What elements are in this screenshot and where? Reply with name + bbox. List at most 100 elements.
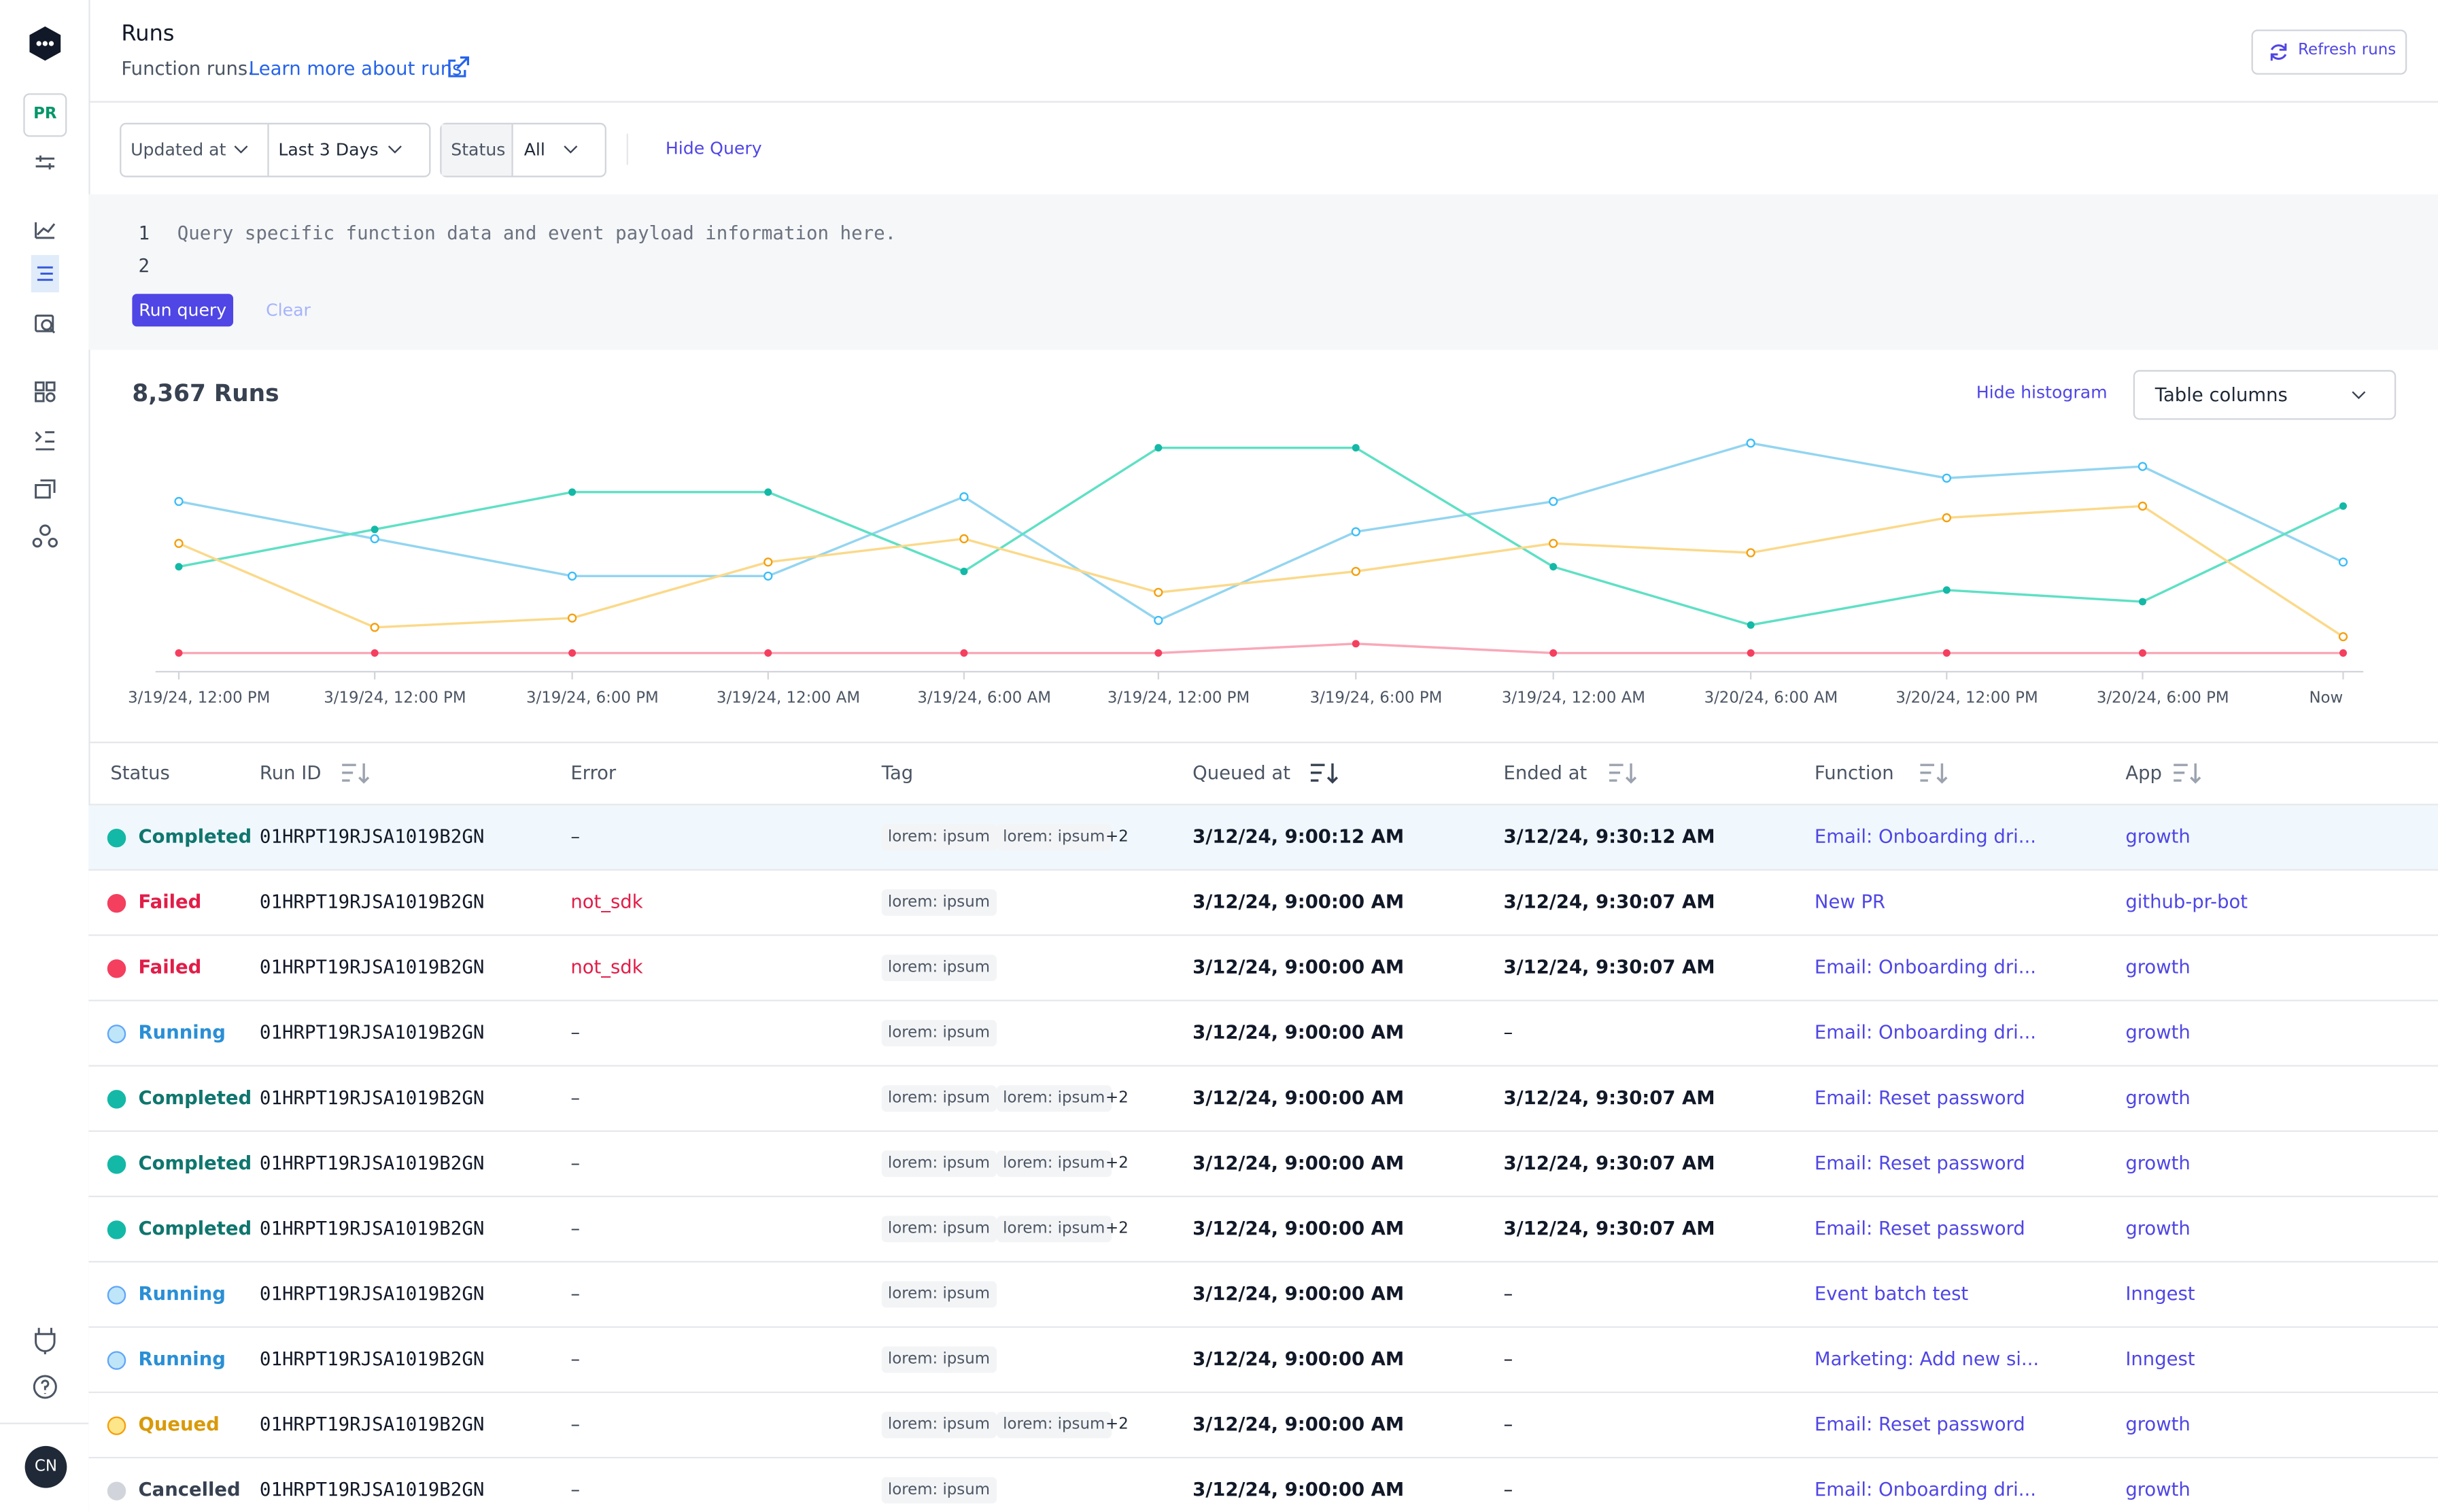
status: Failed xyxy=(138,891,202,913)
hide-query[interactable]: Hide Query xyxy=(665,138,762,159)
series-point xyxy=(1747,621,1755,629)
series-point xyxy=(2137,501,2148,511)
x-tick-label: 3/19/24, 12:00 PM xyxy=(1108,689,1250,707)
function[interactable]: Email: Reset password xyxy=(1814,1217,2025,1239)
table-row[interactable]: Queued 01HRPT19RJSA1019B2GN – lorem: ipsum l… xyxy=(88,1393,2438,1459)
queued-at: 3/12/24, 9:00:00 AM xyxy=(1192,1478,1405,1500)
sort-icon[interactable] xyxy=(2172,760,2203,785)
hide-histogram[interactable]: Hide histogram xyxy=(1976,382,2108,403)
x-tick-label: 3/19/24, 6:00 PM xyxy=(526,689,659,707)
ended-at: 3/12/24, 9:30:07 AM xyxy=(1503,1086,1715,1109)
x-tick-label: 3/19/24, 12:00 AM xyxy=(717,689,860,707)
sort-glyph xyxy=(2174,763,2201,784)
docs-link[interactable]: Learn more about runs xyxy=(248,57,462,80)
app[interactable]: github-pr-bot xyxy=(2125,891,2248,913)
series-point xyxy=(959,534,969,544)
function[interactable]: Marketing: Add new si... xyxy=(1814,1347,2040,1370)
app[interactable]: growth xyxy=(2125,1478,2191,1500)
tag: lorem: ipsum xyxy=(881,1020,997,1047)
error: – xyxy=(570,1413,581,1435)
sort-icon[interactable] xyxy=(1919,760,1951,785)
series-point xyxy=(959,492,969,502)
app[interactable]: Inngest xyxy=(2125,1282,2195,1305)
app[interactable]: growth xyxy=(2125,1413,2191,1435)
function[interactable]: New PR xyxy=(1814,891,1886,913)
status-label: Status xyxy=(451,139,506,160)
sort-icon[interactable] xyxy=(1309,760,1340,785)
run-query-button[interactable]: Run query xyxy=(132,294,234,327)
function[interactable]: Email: Onboarding dri... xyxy=(1814,1478,2036,1500)
series-point xyxy=(175,649,183,657)
table-row[interactable]: Completed 01HRPT19RJSA1019B2GN – lorem: ips… xyxy=(88,805,2438,871)
error: – xyxy=(570,1021,581,1044)
series-point xyxy=(763,571,773,581)
app[interactable]: growth xyxy=(2125,1152,2191,1174)
app[interactable]: growth xyxy=(2125,1021,2191,1044)
sort-icon[interactable] xyxy=(1608,760,1639,785)
status: Completed xyxy=(138,825,252,848)
function[interactable]: Email: Onboarding dri... xyxy=(1814,956,2036,978)
tag: lorem: ipsum xyxy=(881,1085,997,1112)
error: – xyxy=(570,1086,581,1109)
table-row[interactable]: Running 01HRPT19RJSA1019B2GN – lorem: ipsum… xyxy=(88,1001,2438,1067)
app[interactable]: growth xyxy=(2125,1217,2191,1239)
function[interactable]: Email: Onboarding dri... xyxy=(1814,1021,2036,1044)
app[interactable]: growth xyxy=(2125,825,2191,848)
series-point xyxy=(2137,462,2148,471)
user-avatar[interactable]: CN xyxy=(24,1445,67,1488)
clear-button[interactable]: Clear xyxy=(266,300,311,321)
column-header: Error xyxy=(570,761,617,784)
table-row[interactable]: Completed 01HRPT19RJSA1019B2GN – lorem: ips… xyxy=(88,1066,2438,1132)
table-row[interactable]: Running 01HRPT19RJSA1019B2GN – lorem: ipsum… xyxy=(88,1328,2438,1394)
series-point xyxy=(1154,444,1163,452)
series-point xyxy=(567,613,577,623)
table-columns-select[interactable]: Table columns xyxy=(2133,370,2397,420)
status-dot xyxy=(107,1155,126,1174)
time-filter[interactable]: Updated at Last 3 Days xyxy=(120,122,431,177)
refresh-button[interactable]: Refresh runs xyxy=(2251,29,2407,75)
external-icon xyxy=(448,56,469,78)
tag: lorem: ipsum xyxy=(881,824,997,850)
chevron xyxy=(388,145,402,154)
app[interactable]: growth xyxy=(2125,956,2191,978)
series-point xyxy=(1549,538,1558,548)
sort-icon[interactable] xyxy=(341,760,373,785)
nav-icons[interactable] xyxy=(31,150,59,554)
series-point xyxy=(175,563,183,571)
app[interactable]: growth xyxy=(2125,1086,2191,1109)
status-dot xyxy=(107,1416,126,1435)
function[interactable]: Event batch test xyxy=(1814,1282,1969,1305)
series-point xyxy=(2339,649,2347,657)
project-badge[interactable]: PR xyxy=(23,93,67,137)
series-point xyxy=(2338,632,2348,642)
table-row[interactable]: Running 01HRPT19RJSA1019B2GN – lorem: ipsum… xyxy=(88,1262,2438,1328)
table-row[interactable]: Failed 01HRPT19RJSA1019B2GN not_sdk lorem: … xyxy=(88,870,2438,936)
series-point xyxy=(960,567,968,575)
app[interactable]: Inngest xyxy=(2125,1347,2195,1370)
tag-more: +2 xyxy=(1105,1155,1129,1173)
function[interactable]: Email: Reset password xyxy=(1814,1152,2025,1174)
series-point xyxy=(1549,496,1558,506)
series-point xyxy=(2138,598,2146,606)
function[interactable]: Email: Onboarding dri... xyxy=(1814,825,2036,848)
query-editor[interactable] xyxy=(88,194,2438,350)
ended-at: – xyxy=(1503,1347,1513,1370)
series-point xyxy=(763,557,773,567)
series-point xyxy=(567,571,577,581)
status-dot xyxy=(107,894,126,913)
error: not_sdk xyxy=(570,891,643,913)
series-point xyxy=(174,496,184,506)
tag: lorem: ipsum xyxy=(881,955,997,982)
function[interactable]: Email: Reset password xyxy=(1814,1086,2025,1109)
x-tick-label: Now xyxy=(2309,689,2343,707)
header-divider xyxy=(88,101,2438,103)
table-row[interactable]: Failed 01HRPT19RJSA1019B2GN not_sdk lorem: … xyxy=(88,935,2438,1001)
function[interactable]: Email: Reset password xyxy=(1814,1413,2025,1435)
status-filter[interactable]: Status All xyxy=(440,122,606,177)
table-row[interactable]: Completed 01HRPT19RJSA1019B2GN – lorem: ips… xyxy=(88,1197,2438,1263)
bottom-icons[interactable] xyxy=(31,1325,59,1400)
queued-at: 3/12/24, 9:00:00 AM xyxy=(1192,1152,1405,1174)
table-row[interactable]: Cancelled 01HRPT19RJSA1019B2GN – lorem: ips… xyxy=(88,1458,2438,1511)
table-row[interactable]: Completed 01HRPT19RJSA1019B2GN – lorem: ips… xyxy=(88,1131,2438,1197)
x-tick-label: 3/19/24, 6:00 AM xyxy=(917,689,1051,707)
